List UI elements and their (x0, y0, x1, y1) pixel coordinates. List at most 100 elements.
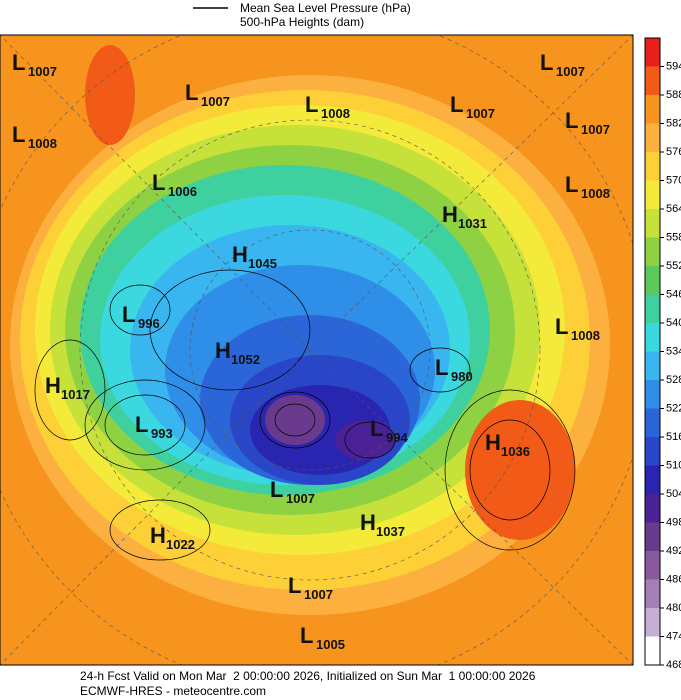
center-pressure: 1031 (458, 216, 487, 231)
legend-shading-label: 500-hPa Heights (dam) (240, 15, 364, 29)
colorbar-band (645, 95, 660, 124)
colorbar-band (645, 237, 660, 267)
center-pressure: 996 (138, 316, 160, 331)
colorbar-band (645, 437, 660, 466)
colorbar-band (645, 494, 660, 523)
colorbar-band (645, 66, 660, 96)
colorbar-tick-label: 498 (666, 516, 681, 528)
colorbar-band (645, 38, 660, 67)
center-pressure: 1007 (286, 491, 315, 506)
center-pressure: 1022 (166, 537, 195, 552)
center-pressure: 1006 (168, 184, 197, 199)
colorbar-tick-label: 540 (666, 317, 681, 329)
colorbar-band (645, 408, 660, 438)
center-pressure: 1036 (501, 444, 530, 459)
center-pressure: 993 (151, 426, 173, 441)
center-type: L (370, 416, 383, 441)
colorbar-tick-label: 582 (666, 117, 681, 129)
footer-source: ECMWF-HRES - meteocentre.com (80, 684, 266, 698)
colorbar-tick-label: 474 (666, 630, 681, 642)
center-type: L (12, 50, 25, 75)
colorbar-tick-label: 516 (666, 431, 681, 443)
colorbar-tick-label: 546 (666, 288, 681, 300)
center-type: L (565, 108, 578, 133)
colorbar-tick-label: 468 (666, 659, 681, 671)
center-pressure: 1008 (581, 186, 610, 201)
colorbar-tick-label: 510 (666, 459, 681, 471)
center-pressure: 1007 (28, 64, 57, 79)
center-type: H (232, 242, 248, 267)
colorbar-tick-label: 570 (666, 174, 681, 186)
center-type: L (122, 302, 135, 327)
center-type: L (152, 170, 165, 195)
center-pressure: 994 (386, 430, 408, 445)
center-pressure: 1007 (466, 106, 495, 121)
center-type: H (360, 510, 376, 535)
colorbar-tick-label: 588 (666, 89, 681, 101)
colorbar-tick-label: 552 (666, 260, 681, 272)
center-pressure: 1007 (556, 64, 585, 79)
colorbar-band (645, 551, 660, 580)
center-pressure: 1052 (231, 352, 260, 367)
colorbar-band (645, 323, 660, 352)
colorbar-band (645, 180, 660, 210)
center-type: L (305, 92, 318, 117)
colorbar-band (645, 152, 660, 181)
center-type: L (185, 80, 198, 105)
colorbar-band (645, 579, 660, 609)
center-type: H (215, 338, 231, 363)
colorbar-band (645, 608, 660, 637)
colorbar-band (645, 465, 660, 495)
center-type: L (270, 477, 283, 502)
center-pressure: 1005 (316, 637, 345, 652)
colorbar-tick-label: 480 (666, 602, 681, 614)
center-pressure: 1007 (201, 94, 230, 109)
colorbar-tick-label: 594 (666, 60, 681, 72)
center-type: L (450, 92, 463, 117)
center-pressure: 1017 (61, 387, 90, 402)
center-type: H (485, 430, 501, 455)
center-pressure: 1008 (571, 328, 600, 343)
colorbar-band (645, 522, 660, 552)
colorbar-band (645, 636, 660, 666)
legend-line-label: Mean Sea Level Pressure (hPa) (240, 1, 411, 15)
colorbar-band (645, 351, 660, 381)
colorbar-tick-label: 558 (666, 231, 681, 243)
center-pressure: 1008 (321, 106, 350, 121)
center-pressure: 1045 (248, 256, 277, 271)
center-type: H (45, 373, 61, 398)
footer-valid-time: 24-h Fcst Valid on Mon Mar 2 00:00:00 20… (80, 669, 536, 683)
colorbar-band (645, 380, 660, 409)
center-type: H (442, 202, 458, 227)
center-pressure: 1007 (581, 122, 610, 137)
center-pressure: 1037 (376, 524, 405, 539)
center-type: L (12, 122, 25, 147)
colorbar-tick-label: 528 (666, 374, 681, 386)
colorbar-band (645, 209, 660, 238)
center-type: L (435, 355, 448, 380)
colorbar-tick-label: 504 (666, 488, 681, 500)
center-type: H (150, 523, 166, 548)
center-type: L (555, 314, 568, 339)
colorbar-tick-label: 564 (666, 203, 681, 215)
map (0, 34, 634, 666)
center-pressure: 980 (451, 369, 473, 384)
colorbar-band (645, 266, 660, 295)
colorbar-tick-label: 492 (666, 545, 681, 557)
colorbar-band (645, 294, 660, 324)
center-type: L (540, 50, 553, 75)
colorbar-tick-label: 534 (666, 345, 681, 357)
center-type: L (135, 412, 148, 437)
center-type: L (565, 172, 578, 197)
center-type: L (288, 573, 301, 598)
center-type: L (300, 623, 313, 648)
colorbar: 594 588 582 576 570 564 558 552 546 540 534 528 522 5… (644, 37, 681, 671)
center-pressure: 1008 (28, 136, 57, 151)
colorbar-tick-label: 576 (666, 146, 681, 158)
colorbar-tick-label: 522 (666, 402, 681, 414)
center-pressure: 1007 (304, 587, 333, 602)
colorbar-band (645, 123, 660, 153)
colorbar-tick-label: 486 (666, 573, 681, 585)
